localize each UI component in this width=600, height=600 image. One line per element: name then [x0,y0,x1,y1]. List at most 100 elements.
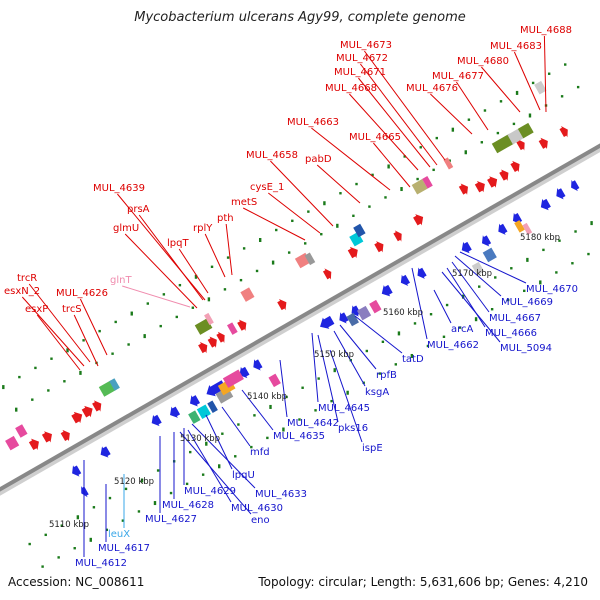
reverse-gene-label: ksgA [365,387,389,398]
tick-dot [31,398,34,401]
forward-gene-label: pth [217,213,234,224]
tick-dot [496,131,500,135]
forward-gene-label: MUL_4676 [406,83,458,94]
tick-dot [574,230,577,233]
feature-block [514,220,525,233]
tick-dot [323,201,326,206]
reverse-gene-arrow [100,446,111,458]
backbone-shadow [0,146,600,496]
reverse-gene-label: rpfB [376,370,397,381]
forward-gene-arrow [216,331,225,344]
tick-dot [28,542,31,546]
reverse-gene-label: MUL_4628 [162,500,214,511]
tick-dot [18,375,21,379]
tick-dot [494,276,497,279]
tick-dot [50,357,53,360]
tick-label: 5160 kbp [383,308,423,318]
leader-line [543,35,547,113]
tick-label: 5180 kbp [520,233,560,243]
reverse-gene-arrow [151,414,162,427]
tick-dot [499,100,503,103]
leader-line [221,406,251,447]
tick-dot [317,377,320,380]
forward-gene-arrow [207,336,217,348]
tick-dot [564,63,567,66]
leader-line [138,214,204,301]
tick-dot [143,334,146,339]
tick-dot [320,232,323,236]
reverse-gene-arrow [170,406,181,418]
tick-dot [291,219,294,223]
forward-gene-arrow [559,126,568,138]
feature-block [5,435,20,451]
reverse-gene-arrow [481,235,492,247]
forward-gene-arrow [41,431,52,443]
tick-labels: 5110 kbp 5120 kbp 5130 kbp 5140 kbp 5150 kbp… [49,233,560,530]
forward-gene-label: glmU [113,223,139,234]
backbone [0,143,600,496]
tick-dot [205,441,208,446]
tick-dot [34,366,37,370]
tick-dot [480,141,484,144]
leader-line [333,330,366,387]
topology-text: Topology: circular; Length: 5,631,606 bp… [258,575,588,589]
tick-dot [189,450,192,454]
feature-block [517,122,534,139]
tick-dot [451,127,455,132]
tick-dot [159,324,162,328]
forward-gene-arrow [458,183,469,195]
feature-block [471,261,485,276]
feature-block [422,176,433,189]
tick-dot [426,344,430,348]
leader-line [267,192,321,234]
tick-dot [542,248,545,252]
tick-dot [558,239,561,242]
reverse-gene-label: eno [251,515,270,526]
tick-dot [89,537,92,542]
forward-gene-arrow [374,241,384,253]
tick-dot [178,283,182,287]
reverse-gene-label: MUL_5094 [500,343,552,354]
tick-dot [234,455,237,458]
tick-dot [130,311,133,316]
reverse-gene-label: MUL_4666 [485,328,537,339]
tick-dot [63,380,66,383]
forward-gene-label: MUL_4668 [325,83,377,94]
feature-block [227,322,238,335]
tick-dot [82,339,85,342]
reverse-gene-label: MUL_4642 [287,418,339,429]
feature-block [204,312,214,325]
forward-gene-label: MUL_4658 [246,150,298,161]
tick-dot [490,308,494,311]
leader-line [241,389,274,431]
tick-dot [255,269,259,273]
tick-dot [218,464,221,469]
forward-gene-label: pabD [305,154,332,165]
reverse-gene-arrow [461,241,472,254]
dotted-rings [2,63,593,568]
tick-dot [378,372,381,375]
gene-labels: MUL_4688 MUL_4683 MUL_4673 MUL_4680 MUL_4672… [4,25,578,569]
leader-line [430,93,473,135]
tick-dot [352,214,355,218]
tick-dot [346,390,349,395]
leader-line [316,164,361,204]
forward-gene-arrow [71,411,83,424]
reverse-gene-arrow [381,284,393,297]
forward-gene-label: prsA [127,204,150,215]
leader-line [270,160,334,227]
leader-line [225,223,233,276]
reverse-gene-label: MUL_4617 [98,543,150,554]
tick-dot [590,221,593,226]
tick-dot [355,182,358,186]
tick-dot [207,297,211,302]
forward-gene-label: cysE_1 [250,182,284,193]
forward-gene-label: esxN_2 [4,286,40,297]
tick-dot [419,146,422,149]
forward-gene-arrow [510,160,520,173]
tick-dot [339,192,342,195]
leader-line [36,314,81,371]
reverse-gene-arrow [253,359,263,371]
reverse-gene-label: mfd [250,447,270,458]
